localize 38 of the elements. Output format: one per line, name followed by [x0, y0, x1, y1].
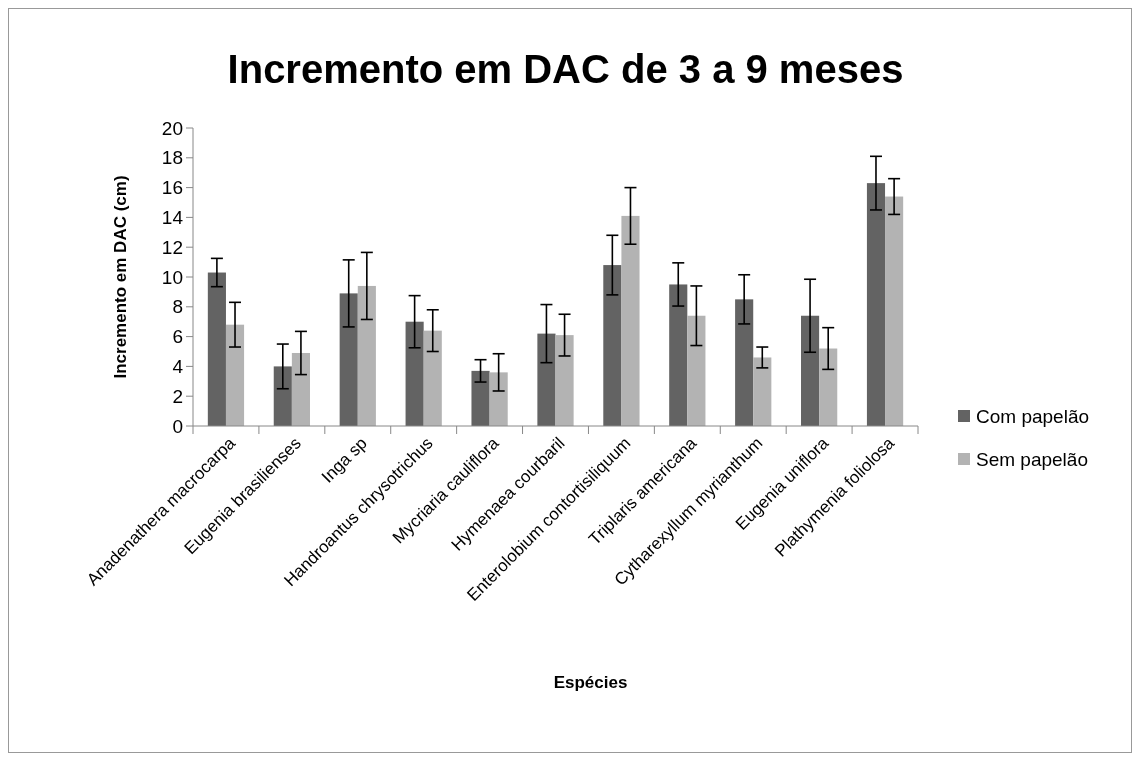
y-tick-label: 2 [172, 385, 183, 407]
bar [405, 321, 424, 426]
bar [885, 196, 904, 426]
y-tick-label: 8 [172, 296, 183, 318]
y-tick-label: 0 [172, 415, 183, 437]
bar [819, 348, 838, 426]
bar [555, 335, 574, 426]
legend-label: Com papelão [976, 405, 1090, 427]
legend-label: Sem papelão [976, 448, 1088, 470]
x-axis-title: Espécies [553, 673, 628, 692]
chart-title: Incremento em DAC de 3 a 9 meses [227, 47, 904, 91]
bar [866, 183, 886, 426]
bar [621, 215, 640, 426]
bar [273, 366, 292, 426]
bar [735, 299, 754, 426]
bar [489, 372, 508, 426]
bar [537, 333, 556, 426]
y-axis-title: Incremento em DAC (cm) [111, 175, 130, 379]
y-tick-label: 10 [161, 266, 183, 288]
bar [207, 272, 226, 426]
y-tick-label: 6 [172, 326, 183, 348]
y-tick-label: 16 [161, 177, 183, 199]
bar [471, 370, 490, 426]
bar [339, 293, 358, 426]
y-tick-label: 20 [161, 117, 183, 139]
bar [291, 352, 310, 426]
y-tick-label: 14 [161, 207, 184, 229]
bar [753, 357, 772, 426]
y-tick-label: 12 [161, 236, 183, 258]
bar [225, 324, 245, 426]
y-tick-label: 4 [172, 356, 184, 378]
bar [603, 265, 622, 426]
bar [357, 285, 376, 426]
bar [801, 315, 820, 426]
bar [687, 315, 706, 426]
bar [423, 330, 442, 426]
y-tick-label: 18 [161, 147, 183, 169]
bar [669, 284, 688, 426]
